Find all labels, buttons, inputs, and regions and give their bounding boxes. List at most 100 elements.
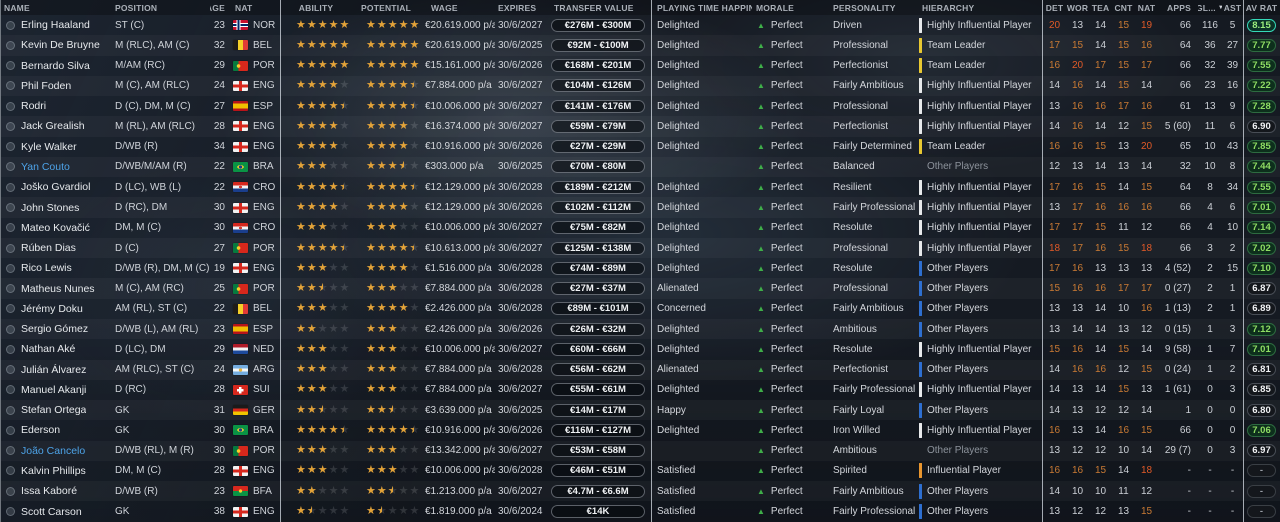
player-name[interactable]: Stefan Ortega	[21, 404, 87, 417]
star-icon: ★	[398, 59, 409, 72]
player-row[interactable]: Julián Álvarez AM (RLC), ST (C) 24 ARG ★…	[1, 359, 1280, 380]
player-row[interactable]: Manuel Akanji D (RC) 28 SUI ★ ★ ★ ★ ★ ★ ★ ★ ★ ★ …	[1, 379, 1280, 401]
name-cell[interactable]: Kyle Walker	[1, 137, 112, 157]
column-header-goals[interactable]: GL...	[1198, 0, 1222, 15]
player-name[interactable]: Erling Haaland	[21, 19, 90, 32]
column-header-wage[interactable]: Wage	[431, 2, 458, 13]
player-name[interactable]: Bernardo Silva	[21, 59, 90, 72]
name-cell[interactable]: Kalvin Phillips	[1, 461, 112, 481]
column-header-assists[interactable]: Ast	[1222, 0, 1244, 15]
name-cell[interactable]: Stefan Ortega	[1, 400, 112, 420]
name-cell[interactable]: John Stones	[1, 197, 112, 217]
column-header-transfer-value[interactable]: Transfer Value	[545, 0, 652, 15]
player-name[interactable]: Kevin De Bruyne	[21, 39, 100, 52]
player-name[interactable]: Rúben Dias	[21, 242, 76, 255]
column-header-av-rat[interactable]: Av Rat	[1245, 2, 1278, 13]
name-cell[interactable]: Issa Kaboré	[1, 481, 112, 501]
name-cell[interactable]: Kevin De Bruyne	[1, 35, 112, 55]
player-row[interactable]: Issa Kaboré D/WB (R) 23 BFA ★ ★ ★ ★ ★ ★ ★ ★ ★ ★ …	[1, 481, 1280, 502]
player-name[interactable]: Nathan Aké	[21, 343, 76, 356]
column-header-tea[interactable]: Tea	[1091, 2, 1110, 13]
player-name[interactable]: Scott Carson	[21, 505, 82, 518]
player-row[interactable]: Stefan Ortega GK 31 GER ★★★★★ ★★★★★ €3.6…	[1, 400, 1280, 421]
player-name[interactable]: Mateo Kovačić	[21, 221, 90, 234]
player-name[interactable]: Jérémy Doku	[21, 302, 83, 315]
name-cell[interactable]: Manuel Akanji	[1, 380, 112, 400]
player-row[interactable]: Matheus Nunes M (C), AM (RC) 25 POR ★ ★ ★ ★…	[1, 278, 1280, 299]
player-name[interactable]: Manuel Akanji	[21, 383, 87, 396]
player-row[interactable]: Ederson GK 30 BRA ★★★★★ ★★★★★ €10.916.00…	[1, 420, 1280, 441]
name-cell[interactable]: João Cancelo	[1, 441, 112, 461]
player-name[interactable]: Julián Álvarez	[21, 363, 87, 376]
name-cell[interactable]: Erling Haaland	[1, 15, 112, 35]
name-cell[interactable]: Rodri	[1, 96, 112, 116]
column-header-ability[interactable]: Ability	[298, 2, 334, 13]
column-header-det[interactable]: Det	[1045, 2, 1064, 13]
player-name[interactable]: Matheus Nunes	[21, 282, 95, 295]
player-row[interactable]: Mateo Kovačić DM, M (C) 30 CRO ★ ★ ★ ★ ★ ★ ★ ★…	[1, 217, 1280, 238]
column-header-name[interactable]: Name	[4, 2, 30, 13]
player-name[interactable]: Phil Foden	[21, 79, 72, 92]
name-cell[interactable]: Scott Carson	[1, 501, 112, 521]
player-name[interactable]: Rodri	[21, 100, 47, 113]
player-row[interactable]: Yan Couto D/WB/M/AM (R) 22 BRA ★ ★ ★ ★ ★ ★ ★ ★…	[1, 156, 1280, 178]
name-cell[interactable]: Julián Álvarez	[1, 360, 112, 380]
player-row[interactable]: Rico Lewis D/WB (R), DM, M (C) 19 ENG ★ ★…	[1, 258, 1280, 279]
stat-tea: 14	[1094, 120, 1107, 132]
name-cell[interactable]: Sergio Gómez	[1, 319, 112, 339]
player-row[interactable]: Erling Haaland ST (C) 23 NOR ★ ★ ★ ★ ★ ★ ★ ★ ★ ★…	[1, 15, 1280, 36]
player-name[interactable]: John Stones	[21, 201, 80, 214]
player-row[interactable]: Rodri D (C), DM, M (C) 27 ESP ★ ★ ★ ★ ★ ★ ★ ★ ★…	[1, 96, 1280, 117]
name-cell[interactable]: Rúben Dias	[1, 238, 112, 258]
player-name[interactable]: Yan Couto	[21, 160, 70, 173]
column-header-nat-stat[interactable]: Nat	[1137, 2, 1156, 13]
player-name[interactable]: Joško Gvardiol	[21, 181, 91, 194]
player-row[interactable]: Joško Gvardiol D (LC), WB (L) 22 CRO ★ ★ ★…	[1, 177, 1280, 198]
name-cell[interactable]: Matheus Nunes	[1, 278, 112, 298]
player-name[interactable]: Issa Kaboré	[21, 485, 78, 498]
player-row[interactable]: Rúben Dias D (C) 27 POR ★★★★★ ★★★★★ €10.…	[1, 237, 1280, 259]
player-row[interactable]: Phil Foden M (C), AM (RLC) 24 ENG ★ ★ ★ ★ ★ …	[1, 75, 1280, 97]
player-row[interactable]: Kalvin Phillips DM, M (C) 28 ENG ★ ★ ★ ★ ★ ★…	[1, 460, 1280, 482]
player-row[interactable]: John Stones D (RC), DM 30 ENG ★ ★ ★ ★ ★ ★ ★ ★ ★…	[1, 197, 1280, 218]
column-header-wor[interactable]: Wor	[1066, 2, 1089, 13]
player-row[interactable]: Kevin De Bruyne M (RLC), AM (C) 32 BEL ★…	[1, 35, 1280, 56]
name-cell[interactable]: Rico Lewis	[1, 258, 112, 278]
column-header-morale[interactable]: Morale	[756, 2, 795, 13]
column-header-hierarchy[interactable]: Hierarchy	[915, 0, 1043, 15]
column-header-playing-time-happiness[interactable]: Playing Time Happiness	[657, 2, 752, 13]
name-cell[interactable]: Phil Foden	[1, 76, 112, 96]
column-header-cnt[interactable]: Cnt	[1114, 2, 1133, 13]
name-cell[interactable]: Jack Grealish	[1, 116, 112, 136]
player-row[interactable]: Bernardo Silva M/AM (RC) 29 POR ★ ★ ★ ★ ★ ★ ★…	[1, 55, 1280, 76]
column-header-personality[interactable]: Personality	[833, 2, 896, 13]
player-row[interactable]: Sergio Gómez D/WB (L), AM (RL) 23 ESP ★ ★…	[1, 318, 1280, 340]
player-name[interactable]: João Cancelo	[21, 444, 86, 457]
player-row[interactable]: Scott Carson GK 38 ENG ★★★★★ ★★★★★ €1.81…	[1, 501, 1280, 522]
star-icon: ★	[376, 241, 387, 254]
player-row[interactable]: João Cancelo D/WB (RL), M (R) 30 POR ★ ★ ★…	[1, 440, 1280, 461]
player-name[interactable]: Sergio Gómez	[21, 323, 89, 336]
player-row[interactable]: Jérémy Doku AM (RL), ST (C) 22 BEL ★ ★ ★ ★ ★…	[1, 298, 1280, 319]
player-name[interactable]: Ederson	[21, 424, 61, 437]
name-cell[interactable]: Bernardo Silva	[1, 56, 112, 76]
player-name[interactable]: Kalvin Phillips	[21, 464, 86, 477]
column-header-age[interactable]: Age	[210, 2, 225, 13]
player-row[interactable]: Nathan Aké D (LC), DM 29 NED ★ ★ ★ ★ ★ ★ ★ ★ ★ ★…	[1, 339, 1280, 360]
column-header-position[interactable]: Position	[115, 2, 158, 13]
name-cell[interactable]: Jérémy Doku	[1, 299, 112, 319]
player-name[interactable]: Rico Lewis	[21, 262, 72, 275]
name-cell[interactable]: Joško Gvardiol	[1, 177, 112, 197]
player-row[interactable]: Kyle Walker D/WB (R) 34 ENG ★ ★ ★ ★ ★ ★ ★ ★ ★ ★ …	[1, 136, 1280, 157]
player-row[interactable]: Jack Grealish M (RL), AM (RLC) 28 ENG ★ ★…	[1, 116, 1280, 137]
name-cell[interactable]: Mateo Kovačić	[1, 218, 112, 238]
column-header-expires[interactable]: Expires	[498, 2, 537, 13]
column-header-apps[interactable]: Apps	[1167, 2, 1191, 13]
column-header-nat[interactable]: Nat	[228, 0, 281, 15]
column-header-potential[interactable]: Potential	[361, 2, 411, 13]
name-cell[interactable]: Nathan Aké	[1, 339, 112, 359]
player-name[interactable]: Kyle Walker	[21, 140, 77, 153]
name-cell[interactable]: Ederson	[1, 420, 112, 440]
player-name[interactable]: Jack Grealish	[21, 120, 85, 133]
name-cell[interactable]: Yan Couto	[1, 157, 112, 177]
